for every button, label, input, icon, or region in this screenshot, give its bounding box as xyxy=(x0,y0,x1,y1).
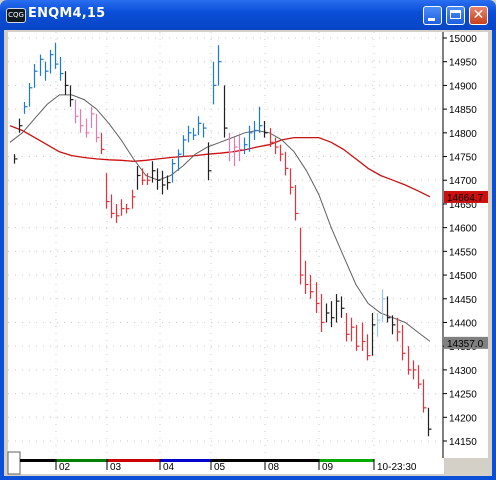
y-tick-label: 14400 xyxy=(449,318,477,329)
minimize-button[interactable] xyxy=(423,6,442,25)
session-color-bar xyxy=(319,459,374,462)
x-tick-label: 08 xyxy=(268,462,280,473)
long-ma-price-label-bg xyxy=(444,190,488,203)
y-tick-label: 14900 xyxy=(449,81,477,92)
x-tick-label: 05 xyxy=(214,462,226,473)
session-color-bar xyxy=(20,459,56,462)
y-tick-label: 14150 xyxy=(449,437,477,448)
y-tick-label: 14950 xyxy=(449,58,477,69)
title-bar: CQG ENQM4,15 ✕ xyxy=(0,0,496,30)
y-tick-label: 14200 xyxy=(449,413,477,424)
scroll-handle[interactable] xyxy=(7,451,21,475)
long-ma-price-label: 14664.7 xyxy=(447,193,484,204)
price-axis-area xyxy=(444,32,488,458)
y-tick-label: 14700 xyxy=(449,176,477,187)
y-tick-label: 14500 xyxy=(449,271,477,282)
last-price-label: 14357.0 xyxy=(447,339,484,350)
y-tick-label: 14450 xyxy=(449,295,477,306)
y-tick-label: 14300 xyxy=(449,366,477,377)
y-tick-label: 14850 xyxy=(449,105,477,116)
maximize-icon xyxy=(450,10,461,19)
moving-averages xyxy=(9,94,431,342)
session-color-bar xyxy=(107,459,160,462)
price-axis: 15000 14950 14900 14850 14800 14750 14700 14650… xyxy=(442,32,488,458)
y-tick-label: 14650 xyxy=(449,200,477,211)
y-tick-label: 14750 xyxy=(449,153,477,164)
price-chart[interactable]: 15000 14950 14900 14850 14800 14750 14700 14650… xyxy=(4,30,492,476)
x-tick-label: 03 xyxy=(110,462,122,473)
x-tick-label: 02 xyxy=(59,462,71,473)
x-tick-label: 09 xyxy=(322,462,334,473)
close-icon: ✕ xyxy=(472,7,485,23)
session-color-bar xyxy=(160,459,211,462)
window-title: ENQM4,15 xyxy=(28,6,106,21)
y-tick-label: 14550 xyxy=(449,247,477,258)
session-color-bar xyxy=(211,459,265,462)
session-color-bar xyxy=(265,459,319,462)
price-bars xyxy=(13,42,432,437)
last-price-label-bg xyxy=(444,336,488,349)
short-moving-average-line xyxy=(9,94,431,342)
time-axis: 02 03 04 05 08 09 10-23:30 xyxy=(7,451,444,475)
plot-area xyxy=(8,32,444,458)
cqg-app-icon[interactable]: CQG xyxy=(6,8,26,23)
x-tick-label: 04 xyxy=(163,462,175,473)
y-tick-label: 15000 xyxy=(449,34,477,45)
y-tick-label: 14800 xyxy=(449,129,477,140)
y-tick-label: 14250 xyxy=(449,390,477,401)
maximize-button[interactable] xyxy=(446,6,465,25)
minimize-icon xyxy=(428,18,435,21)
y-tick-label: 14600 xyxy=(449,224,477,235)
close-button[interactable]: ✕ xyxy=(469,6,488,25)
long-moving-average-line xyxy=(9,125,431,198)
session-color-bar xyxy=(56,459,107,462)
x-tick-label: 10-23:30 xyxy=(377,462,417,473)
